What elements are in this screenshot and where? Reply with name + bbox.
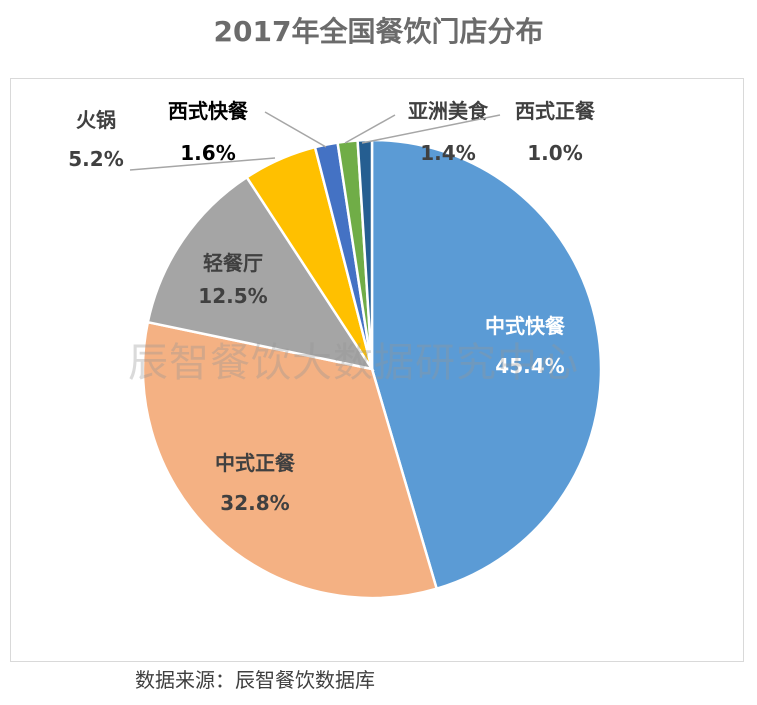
data-label: 45.4% <box>495 354 564 378</box>
pie-slice-2 <box>146 175 375 371</box>
pie-slice-0 <box>370 138 603 591</box>
plot-area <box>10 78 744 662</box>
data-label: 32.8% <box>220 491 289 515</box>
slice-label: 中式正餐 <box>215 451 296 475</box>
slice-label: 轻餐厅 <box>203 251 263 275</box>
chart-title: 2017年全国餐饮门店分布 <box>213 15 544 48</box>
leader-line <box>361 114 501 144</box>
data-label: 1.0% <box>527 141 582 165</box>
leader-line <box>129 157 276 171</box>
watermark: 辰智餐饮大数据研究中心 <box>128 340 579 386</box>
data-label: 5.2% <box>68 147 123 171</box>
slice-label: 西式快餐 <box>168 99 249 123</box>
source-note: 数据来源：辰智餐饮数据库 <box>135 668 375 692</box>
data-label: 1.4% <box>420 141 475 165</box>
pie-slice-6 <box>356 138 374 370</box>
leader-line <box>344 114 396 144</box>
slice-label: 西式正餐 <box>515 99 596 123</box>
data-label: 1.6% <box>180 141 235 165</box>
leader-line <box>264 111 327 148</box>
slice-label: 亚洲美食 <box>408 99 489 123</box>
slice-label: 火锅 <box>76 108 116 132</box>
slice-label: 中式快餐 <box>485 314 566 338</box>
pie-slice-1 <box>141 320 439 600</box>
data-label: 12.5% <box>198 284 267 308</box>
